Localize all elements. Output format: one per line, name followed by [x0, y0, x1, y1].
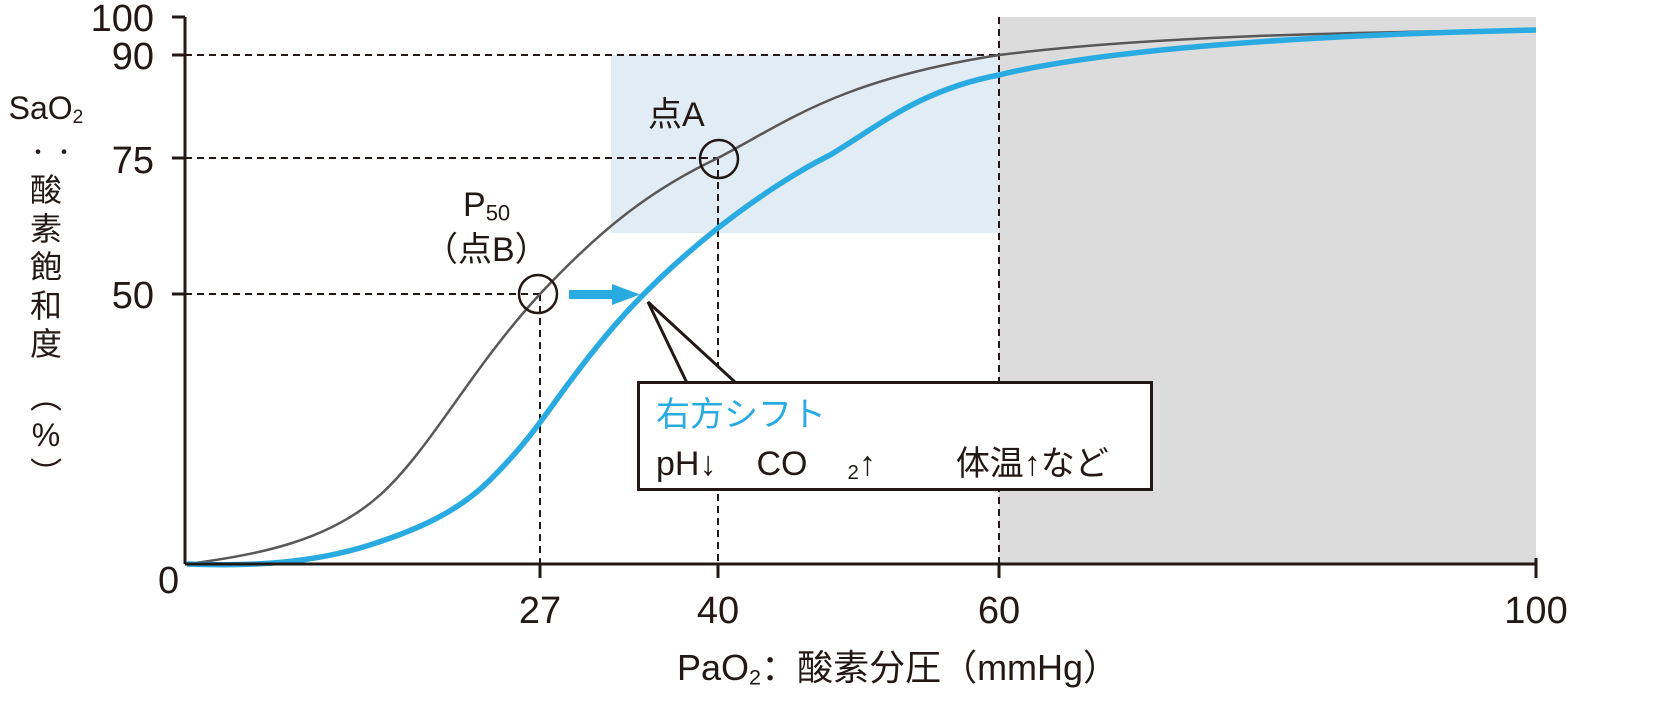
y-axis-label: SaO2 ・・ 酸 素 飽 和 度 ︵ % ︶ [0, 92, 92, 493]
x-tick-label-60: 60 [977, 590, 1021, 632]
normal-curve [186, 28, 1537, 566]
callout-pointer [646, 300, 740, 385]
x-tick-label-27: 27 [518, 590, 562, 632]
reference-lines [185, 17, 1000, 564]
y-axis-label-char-2: 素 [29, 210, 62, 247]
right-shift-curve [186, 27, 1537, 568]
callout-factors: pH↓ CO 2↑ 体温↑など [656, 447, 1109, 483]
y-axis-label-char-1: 酸 [29, 172, 62, 209]
y-axis-label-char-5: 度 [29, 326, 62, 363]
y-axis-label-unit-close: ︶ [29, 455, 62, 492]
y-tick-label-75: 75 [111, 140, 154, 182]
callout-title: 右方シフト [656, 396, 826, 434]
y-axis-label-symbol: SaO2 [8, 90, 84, 128]
y-axis-label-char-4: 和 [29, 287, 62, 324]
x-tick-label-100: 100 [1504, 590, 1568, 632]
x-axis-label: PaO2：酸素分圧（mmHg） [677, 647, 1120, 690]
y-tick-label-90: 90 [111, 36, 154, 78]
factor-temperature: 体温↑など [955, 445, 1109, 483]
y-axis-label-colon: ・・ [27, 140, 80, 166]
point-b-marker [517, 273, 559, 315]
axes [172, 15, 1538, 578]
y-axis-label-unit-open: ︵ [29, 378, 62, 415]
y-tick-label-0: 0 [158, 560, 180, 602]
y-axis-label-unit: % [31, 417, 61, 454]
shift-arrow-icon [569, 284, 640, 305]
light-blue-region [611, 55, 999, 233]
point-a-label: 点A [648, 96, 705, 134]
point-b-label: （点B） [424, 231, 549, 269]
y-tick-label-50: 50 [111, 275, 154, 317]
factor-ph: pH↓ [656, 445, 717, 483]
x-tick-label-40: 40 [696, 590, 740, 632]
p50-label: P50 [463, 186, 511, 226]
y-tick-label-100: 100 [90, 0, 154, 40]
y-axis-label-char-3: 飽 [29, 249, 62, 286]
factor-co2: CO 2↑ [756, 445, 876, 485]
point-a-marker [698, 138, 740, 180]
right-shift-callout: 右方シフト pH↓ CO 2↑ 体温↑など [637, 381, 1153, 491]
